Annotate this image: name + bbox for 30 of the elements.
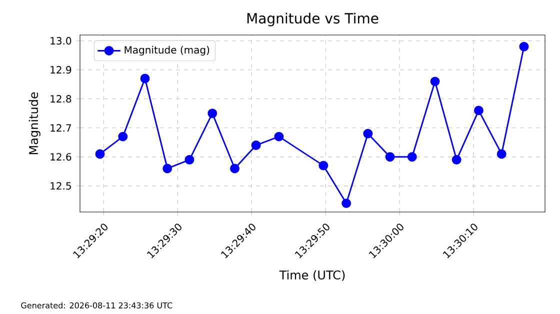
legend-label: Magnitude (mag) [124, 46, 210, 56]
text: Generated: 2026-08-11 23:43:36 UTC [21, 302, 172, 308]
point [385, 152, 395, 162]
point [318, 160, 328, 170]
y-tick-label: 12.9 [50, 66, 72, 74]
point [430, 76, 440, 86]
point [208, 108, 218, 118]
point [118, 132, 128, 142]
point [162, 164, 172, 174]
point [251, 140, 261, 150]
chart-title: Magnitude vs Time [247, 12, 378, 26]
x-axis-title: Time (UTC) [279, 270, 345, 281]
point [474, 106, 484, 116]
point [140, 74, 150, 84]
point [274, 132, 284, 142]
point [407, 152, 417, 162]
point [342, 198, 352, 208]
point [519, 42, 529, 52]
point [184, 155, 194, 165]
y-tick-label: 12.7 [50, 124, 71, 132]
y-tick-label: 12.6 [50, 153, 72, 161]
point [230, 164, 240, 174]
y-tick-label: 12.8 [50, 95, 72, 103]
y-tick-label: 13.0 [50, 37, 72, 45]
point [95, 149, 105, 159]
point [496, 149, 506, 159]
point [363, 128, 373, 138]
y-axis-title: Magnitude [28, 92, 40, 154]
point [452, 155, 462, 165]
y-tick-label: 12.5 [50, 182, 71, 190]
